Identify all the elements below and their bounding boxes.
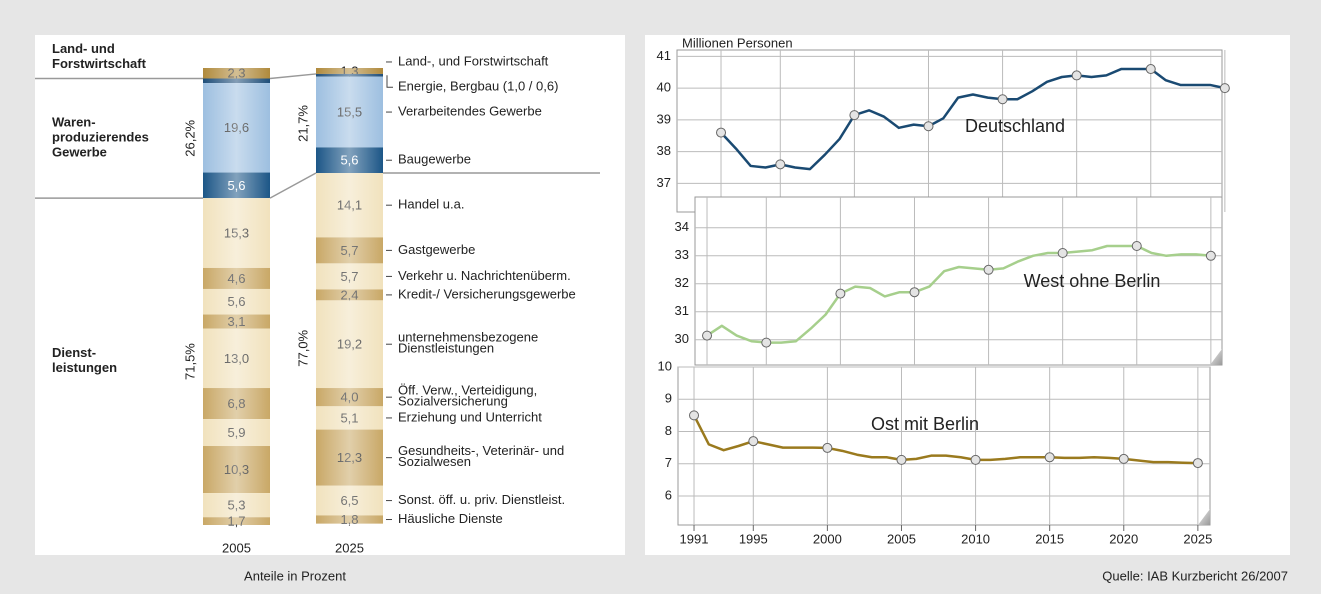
y-tick-label: 31	[675, 303, 689, 318]
legend-label: Verkehr u. Nachrichtenüberm.	[398, 268, 571, 283]
series-label: Deutschland	[965, 116, 1065, 136]
point	[822, 442, 833, 453]
legend-label: Verarbeitendes Gewerbe	[398, 103, 542, 118]
line	[720, 67, 1226, 171]
legend-label: Kredit-/ Versicherungsgewerbe	[398, 286, 576, 301]
y-tick-label: 7	[665, 455, 672, 470]
y-tick-label: 33	[675, 247, 689, 262]
point	[1131, 241, 1142, 251]
group-share: 26,2%	[182, 119, 197, 156]
y-tick-label: 9	[665, 391, 672, 406]
series-label: West ohne Berlin	[1024, 271, 1161, 291]
point	[1145, 64, 1156, 75]
legend-label: Sonst. öff. u. priv. Dienstleist.	[398, 492, 565, 507]
y-tick-label: 38	[657, 143, 671, 158]
panel-fold	[1198, 509, 1210, 525]
x-tick-label: 2025	[1183, 531, 1212, 546]
x-tick-label: 2020	[1109, 531, 1138, 546]
panel-frame	[677, 366, 1211, 526]
legend-label: Energie, Bergbau (1,0 / 0,6)	[398, 79, 558, 94]
point	[1205, 250, 1216, 261]
legend-label: Erziehung und Unterricht	[398, 409, 542, 424]
point	[997, 94, 1008, 105]
panel-fold	[1210, 349, 1222, 365]
bar-shine	[203, 68, 270, 525]
legend-label: Baugewerbe	[398, 152, 471, 167]
x-tick-label: 2025	[335, 540, 364, 555]
bar-shine	[316, 68, 383, 525]
x-tick-label: 2015	[1035, 531, 1064, 546]
point	[1044, 452, 1055, 463]
line-panel: 6 7 8 9 10 1991 1995 2000 2005 2010 2015 2020 2025 Os…	[658, 358, 1213, 546]
panel-frame	[694, 196, 1223, 366]
x-axis-label: Anteile in Prozent	[244, 568, 346, 583]
y-tick-label: 10	[658, 358, 672, 373]
group-share: 21,7%	[295, 105, 310, 142]
point	[1219, 83, 1230, 94]
y-tick-label: 39	[657, 111, 671, 126]
line-panel: 37 38 39 40 41 Millionen Personen Deutschland	[657, 35, 1230, 213]
legend-label: unternehmensbezogene Dienstleistungen	[398, 330, 538, 356]
source: Quelle: IAB Kurzbericht 26/2007	[1102, 568, 1288, 583]
group-label: Land- und Forstwirtschaft	[52, 41, 147, 71]
group-share: 77,0%	[295, 329, 310, 366]
point	[775, 159, 786, 170]
x-tick-label: 2000	[813, 531, 842, 546]
x-tick-label: 2010	[961, 531, 990, 546]
point	[716, 127, 727, 138]
y-tick-label: 34	[675, 219, 689, 234]
point	[983, 264, 994, 275]
y-tick-label: 8	[665, 423, 672, 438]
legend-label: Häusliche Dienste	[398, 511, 503, 526]
x-tick-label: 2005	[887, 531, 916, 546]
legend-label: Gesundheits-, Veterinär- und Sozialwesen	[398, 444, 564, 470]
y-tick-label: 37	[657, 175, 671, 190]
point	[849, 110, 860, 121]
legend-label: Gastgewerbe	[398, 242, 475, 257]
group-separator	[269, 172, 317, 199]
legend-label: Land-, und Forstwirtschaft	[398, 53, 549, 68]
legend-label: Handel u.a.	[398, 197, 465, 212]
group-label: Dienst-leistungen	[52, 345, 117, 375]
point	[1071, 70, 1082, 81]
point	[896, 454, 907, 465]
line	[706, 244, 1211, 344]
legend-label: Öff. Verw., Verteidigung, Sozialversicher…	[398, 383, 537, 409]
y-tick-label: 41	[657, 48, 671, 63]
y-tick-label: 6	[665, 487, 672, 502]
point	[702, 330, 713, 341]
point	[761, 337, 772, 348]
y-axis-label: Millionen Personen	[682, 35, 793, 50]
x-tick-label: 1991	[680, 531, 709, 546]
group-share: 71,5%	[182, 343, 197, 380]
point	[689, 410, 700, 421]
line-panel: 30 31 32 33 34 West ohne Berlin	[675, 196, 1223, 366]
point	[970, 454, 981, 465]
y-tick-label: 40	[657, 80, 671, 95]
point	[748, 436, 759, 447]
line	[692, 414, 1198, 465]
point	[1057, 248, 1068, 258]
series-label: Ost mit Berlin	[871, 414, 979, 434]
panel-frame	[676, 49, 1223, 213]
y-tick-label: 30	[675, 331, 689, 346]
group-separator	[269, 73, 317, 80]
point	[909, 287, 920, 298]
x-tick-label: 2005	[222, 540, 251, 555]
x-tick-label: 1995	[739, 531, 768, 546]
point	[1118, 453, 1129, 464]
group-label: Waren-produzierendes Gewerbe	[52, 115, 149, 160]
y-tick-label: 32	[675, 275, 689, 290]
point	[835, 288, 846, 299]
leader	[386, 75, 393, 88]
point	[923, 121, 934, 132]
point	[1192, 458, 1203, 469]
